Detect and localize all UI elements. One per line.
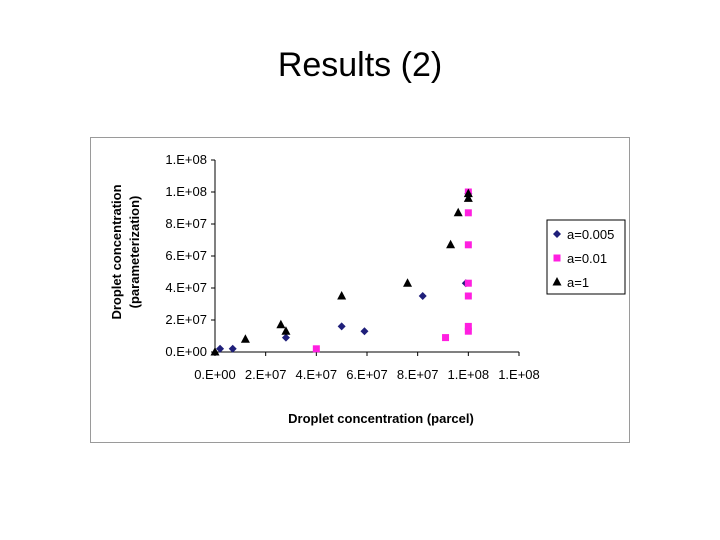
data-point-a-0-01 [464, 327, 472, 335]
x-tick-label: 1.E+08 [498, 367, 540, 382]
y-tick-label: 1.E+08 [165, 152, 207, 167]
chart-frame: 0.E+00 2.E+07 4.E+07 6.E+07 8.E+07 1.E+08 1.E+… [90, 137, 630, 443]
data-point-a-1 [281, 326, 291, 335]
x-tick-label: 1.E+08 [448, 367, 490, 382]
data-point-a-1 [403, 278, 413, 287]
y-tick-label: 8.E+07 [165, 216, 207, 231]
data-point-a-0-005 [228, 344, 237, 353]
y-axis-title-line: Droplet concentration [109, 184, 124, 319]
data-point-a-0-01 [442, 334, 450, 342]
x-tick-label: 8.E+07 [397, 367, 439, 382]
scatter-chart: 0.E+00 2.E+07 4.E+07 6.E+07 8.E+07 1.E+08 1.E+… [109, 152, 626, 426]
legend-entry: a=1 [567, 275, 589, 290]
y-tick-label: 2.E+07 [165, 312, 207, 327]
data-point-a-1 [337, 291, 347, 300]
data-point-a-0-005 [360, 327, 369, 336]
data-point-a-0-01 [464, 241, 472, 249]
data-point-a-0-01 [464, 292, 472, 300]
data-point-a-0-005 [337, 322, 346, 331]
data-point-a-0-005 [418, 292, 427, 300]
y-tick-label: 4.E+07 [165, 280, 207, 295]
legend-marker [553, 230, 561, 238]
legend-marker [553, 254, 561, 262]
x-axis-title: Droplet concentration (parcel) [288, 411, 474, 426]
data-point-a-1 [276, 319, 286, 329]
data-point-a-1 [210, 347, 220, 356]
y-tick-label: 1.E+08 [165, 184, 207, 199]
x-tick-label: 2.E+07 [245, 367, 287, 382]
data-point-a-1 [463, 188, 473, 198]
y-tick-label: 6.E+07 [165, 248, 207, 263]
data-point-a-1 [453, 207, 463, 217]
data-point-a-1 [463, 193, 473, 202]
data-point-a-1 [240, 334, 250, 343]
legend-marker [552, 277, 562, 286]
data-point-a-1 [446, 239, 456, 249]
x-tick-label: 6.E+07 [346, 367, 388, 382]
y-axis-title-line: (parameterization) [127, 196, 142, 309]
data-point-a-0-005 [216, 344, 225, 353]
slide-title: Results (2) [277, 46, 443, 84]
data-point-a-0-01 [464, 322, 472, 330]
x-tick-label: 4.E+07 [296, 367, 338, 382]
data-point-a-0-005 [281, 333, 290, 342]
y-tick-label: 0.E+00 [165, 344, 207, 359]
x-tick-label: 0.E+00 [194, 367, 236, 382]
data-point-a-0-01 [464, 209, 472, 217]
data-point-a-0-01 [312, 345, 320, 353]
data-point-a-0-01 [464, 279, 472, 287]
legend-entry: a=0.005 [567, 227, 614, 242]
legend-entry: a=0.01 [567, 251, 607, 266]
